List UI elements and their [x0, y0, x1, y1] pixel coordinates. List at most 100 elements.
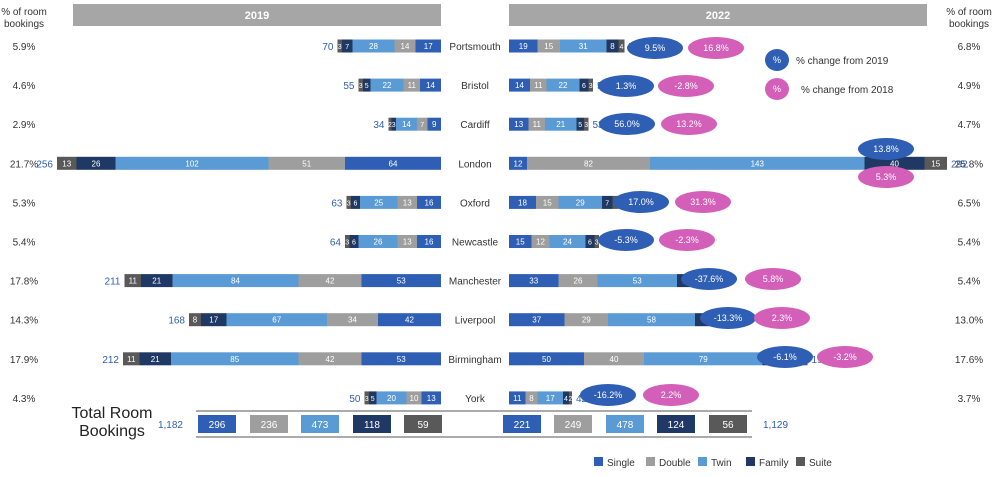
label-2019-manchester-suite: 11: [129, 277, 138, 286]
city-label-bristol: Bristol: [461, 81, 489, 92]
label-2022-birmingham-double: 40: [610, 355, 619, 364]
total-2022-york: 42: [576, 394, 588, 405]
label-2019-oxford-double: 13: [403, 198, 412, 207]
change-2018-badge-manchester: [745, 268, 801, 290]
total-2019-london: 256: [36, 159, 53, 170]
change-2018-badge-birmingham: [817, 346, 873, 368]
city-rows: 5.9%6.8%Portsmouth171428737019153184769.…: [10, 37, 983, 406]
label-2019-bristol-twin: 22: [383, 81, 392, 90]
bar-2019-london-double: [268, 156, 345, 170]
label-2022-oxford-double: 15: [543, 198, 552, 207]
label-2019-liverpool-single: 42: [405, 316, 414, 325]
legend-label-suite: Suite: [809, 458, 832, 469]
row-oxford: 5.3%6.5%Oxford1613256363181529747317.0%3…: [13, 191, 981, 213]
bar-2022-birmingham-single: [509, 352, 584, 366]
bar-2019-birmingham-single: [361, 352, 441, 366]
label-2022-london-suite: 15: [931, 159, 940, 168]
label-2019-cardiff-suite: 2: [388, 122, 392, 129]
label-2019-birmingham-twin: 85: [230, 355, 239, 364]
change-2019-liverpool: -13.3%: [714, 313, 743, 323]
total-box-2022-family: [657, 415, 695, 433]
row-newcastle: 5.4%5.4%Newcastle16132663641512246360-5.…: [13, 229, 981, 251]
label-2022-portsmouth-family: 8: [610, 42, 615, 51]
total-value-2019-twin: 473: [312, 420, 329, 431]
bar-2019-birmingham-double: [298, 352, 362, 366]
change-2018-york: 2.2%: [661, 390, 682, 400]
change-2019-manchester: -37.6%: [695, 274, 724, 284]
left-col-header-line2: bookings: [4, 19, 44, 30]
bar-2022-birmingham-twin: [644, 352, 763, 366]
bar-2019-newcastle-double: [397, 235, 417, 248]
label-2019-oxford-single: 16: [425, 198, 434, 207]
bar-2019-oxford-family: [351, 195, 360, 209]
bar-2019-birmingham-twin: [171, 352, 299, 366]
change-2019-bristol: 1.3%: [616, 81, 637, 91]
bar-2019-newcastle-family: [349, 235, 359, 248]
change-2018-portsmouth: 16.8%: [703, 43, 729, 53]
change-legend-2018-swatch: [765, 78, 789, 100]
label-2022-manchester-double: 26: [574, 277, 583, 286]
change-2018-badge-liverpool: [754, 307, 810, 329]
bar-2022-york-suite: [569, 391, 572, 405]
bar-2019-oxford-twin: [360, 195, 398, 209]
row-birmingham: 17.9%17.6%Birmingham53428521112125040792…: [10, 346, 983, 368]
city-label-liverpool: Liverpool: [455, 316, 496, 327]
total-box-2019-suite: [404, 415, 442, 433]
label-2022-cardiff-single: 13: [514, 120, 523, 129]
bar-2019-london-suite: [57, 156, 77, 170]
change-2018-badge-newcastle: [659, 229, 715, 251]
bar-2019-bristol-family: [363, 78, 371, 92]
label-2019-newcastle-suite: 3: [345, 240, 349, 247]
label-2022-newcastle-double: 12: [536, 238, 545, 247]
label-2019-oxford-family: 6: [354, 200, 358, 207]
change-2019-badge-london: [858, 138, 914, 160]
city-label-portsmouth: Portsmouth: [449, 42, 500, 53]
total-box-2022-suite: [709, 415, 747, 433]
legend-swatch-double: [646, 457, 655, 466]
bar-2022-london-twin: [650, 156, 865, 170]
change-2019-cardiff: 56.0%: [614, 119, 640, 129]
change-2018-badge-bristol: [658, 75, 714, 97]
change-2019-badge-liverpool: [700, 307, 756, 329]
pct-2022-portsmouth: 6.8%: [958, 42, 981, 53]
bar-2019-london-family: [76, 156, 116, 170]
bar-2022-newcastle-double: [531, 235, 550, 248]
city-label-cardiff: Cardiff: [460, 120, 489, 131]
totals-title-line2: Bookings: [79, 423, 145, 440]
bar-2019-liverpool-suite: [189, 313, 201, 327]
pct-2019-newcastle: 5.4%: [13, 238, 36, 249]
label-2019-bristol-suite: 3: [359, 83, 363, 90]
bar-2019-portsmouth-family: [342, 39, 353, 53]
label-2019-bristol-double: 11: [408, 81, 417, 90]
bar-2022-manchester-double: [558, 274, 598, 288]
label-2019-london-twin: 102: [185, 159, 199, 168]
total-2019-liverpool: 168: [168, 316, 185, 327]
label-2019-newcastle-family: 6: [352, 240, 356, 247]
pct-2019-liverpool: 14.3%: [10, 316, 38, 327]
change-2019-badge-portsmouth: [627, 37, 683, 59]
change-legend-2018-symbol: %: [773, 84, 781, 94]
label-2022-bristol-suite: 3: [589, 83, 593, 90]
bar-2019-newcastle-twin: [358, 235, 398, 248]
label-2022-birmingham-twin: 79: [699, 355, 708, 364]
bar-2019-newcastle-suite: [345, 235, 350, 248]
label-2022-portsmouth-double: 15: [544, 42, 553, 51]
bar-2022-bristol-family: [579, 78, 589, 92]
change-2018-liverpool: 2.3%: [772, 313, 793, 323]
bar-2022-manchester-twin: [597, 274, 677, 288]
bar-2022-liverpool-double: [564, 313, 608, 327]
label-2022-newcastle-twin: 24: [563, 238, 572, 247]
total-2019-cardiff: 34: [373, 120, 385, 131]
label-2022-bristol-double: 11: [534, 81, 543, 90]
label-2019-newcastle-double: 13: [403, 238, 412, 247]
label-2019-liverpool-double: 34: [348, 316, 357, 325]
legend-label-double: Double: [659, 458, 691, 469]
label-2022-oxford-single: 18: [518, 198, 527, 207]
label-2022-cardiff-twin: 21: [556, 120, 565, 129]
bar-2019-oxford-double: [397, 195, 417, 209]
total-value-2022-suite: 56: [722, 420, 734, 431]
label-2022-birmingham-single: 50: [542, 355, 551, 364]
change-2018-manchester: 5.8%: [763, 274, 784, 284]
label-2022-york-family: 4: [564, 396, 568, 403]
label-2019-york-double: 10: [410, 394, 419, 403]
